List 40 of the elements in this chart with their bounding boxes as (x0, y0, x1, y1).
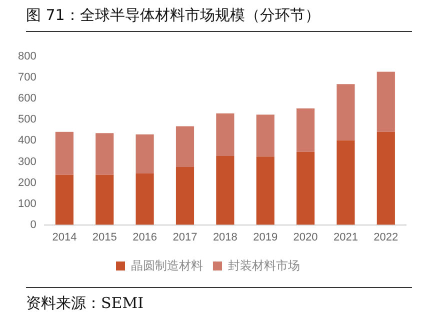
bar (96, 174, 114, 225)
x-tick-label: 2017 (172, 231, 198, 244)
bar (216, 113, 234, 156)
y-tick-label: 200 (18, 176, 36, 189)
x-tick-label: 2020 (293, 231, 318, 244)
bar (55, 132, 74, 175)
bar (136, 174, 154, 225)
legend-label: 封装材料市场 (228, 258, 300, 272)
bar (376, 72, 395, 132)
y-tick-label: 600 (18, 92, 36, 105)
y-tick-label: 0 (30, 218, 36, 231)
x-tick-label: 2016 (132, 231, 158, 244)
bar (176, 166, 194, 225)
bar (256, 156, 274, 225)
x-tick-label: 2021 (333, 231, 358, 244)
y-tick-label: 800 (18, 50, 36, 63)
x-tick-label: 2014 (52, 231, 77, 244)
y-tick-label: 500 (18, 114, 36, 126)
bar (136, 134, 154, 174)
legend-label: 晶圆制造材料 (131, 258, 203, 272)
y-tick-label: 700 (18, 72, 36, 84)
bar (256, 114, 274, 157)
x-tick-label: 2015 (92, 231, 117, 244)
bar (296, 152, 315, 225)
x-tick-label: 2022 (374, 231, 398, 244)
y-tick-label: 100 (18, 198, 36, 210)
bar (336, 84, 355, 140)
bar (336, 140, 355, 225)
bar (296, 108, 315, 152)
x-tick-label: 2019 (253, 231, 278, 244)
text: 资料来源：SEMI (26, 287, 412, 313)
x-tick-label: 2018 (212, 231, 238, 244)
y-tick-label: 300 (18, 156, 36, 168)
y-tick-label: 400 (18, 134, 36, 147)
bar (55, 174, 74, 225)
bar (376, 132, 395, 225)
bar (176, 126, 194, 167)
bar (96, 133, 114, 175)
bar (216, 156, 234, 225)
chart-title: 图 71：全球半导体材料市场规模（分环节） (26, 6, 412, 32)
